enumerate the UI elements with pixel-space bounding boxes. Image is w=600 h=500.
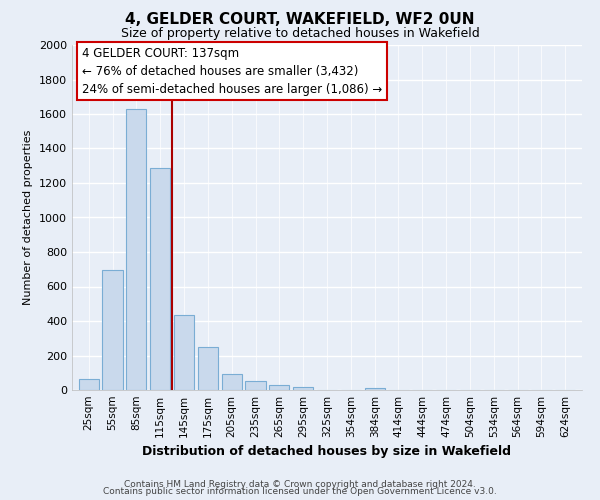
Bar bbox=[245, 381, 266, 390]
X-axis label: Distribution of detached houses by size in Wakefield: Distribution of detached houses by size … bbox=[143, 446, 511, 458]
Bar bbox=[365, 388, 385, 390]
Y-axis label: Number of detached properties: Number of detached properties bbox=[23, 130, 34, 305]
Text: 4 GELDER COURT: 137sqm
← 76% of detached houses are smaller (3,432)
24% of semi-: 4 GELDER COURT: 137sqm ← 76% of detached… bbox=[82, 46, 382, 96]
Text: Contains HM Land Registry data © Crown copyright and database right 2024.: Contains HM Land Registry data © Crown c… bbox=[124, 480, 476, 489]
Bar bbox=[103, 270, 122, 390]
Text: Contains public sector information licensed under the Open Government Licence v3: Contains public sector information licen… bbox=[103, 487, 497, 496]
Bar bbox=[269, 385, 289, 390]
Text: 4, GELDER COURT, WAKEFIELD, WF2 0UN: 4, GELDER COURT, WAKEFIELD, WF2 0UN bbox=[125, 12, 475, 28]
Bar bbox=[126, 109, 146, 390]
Bar bbox=[198, 347, 218, 390]
Text: Size of property relative to detached houses in Wakefield: Size of property relative to detached ho… bbox=[121, 28, 479, 40]
Bar bbox=[293, 387, 313, 390]
Bar bbox=[150, 168, 170, 390]
Bar bbox=[79, 379, 99, 390]
Bar bbox=[174, 315, 194, 390]
Bar bbox=[221, 374, 242, 390]
